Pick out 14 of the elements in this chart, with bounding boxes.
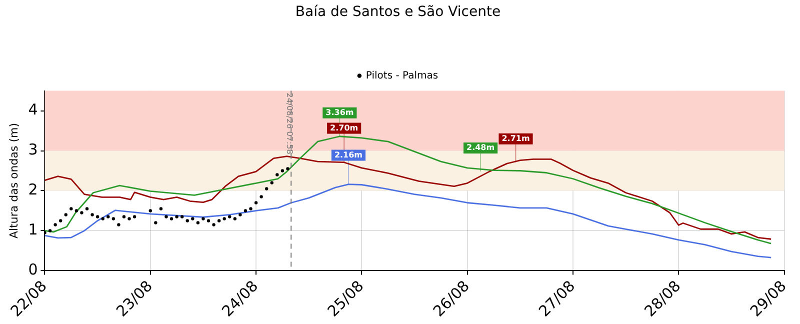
chart-title: Baía de Santos e São Vicente	[295, 4, 501, 20]
y-tick-label: 3	[28, 140, 38, 159]
annotation: 3.36m	[326, 108, 354, 117]
annotation: 2.48m	[466, 143, 495, 152]
y-tick-label: 1	[28, 220, 38, 239]
ref-line-label: 24/08/26 07:58	[285, 92, 294, 154]
y-tick-label: 4	[28, 100, 38, 119]
y-tick-label: 0	[28, 260, 38, 279]
annotation: 2.70m	[330, 123, 358, 132]
annotation: 2.16m	[334, 150, 363, 160]
annotation: 2.71m	[502, 134, 530, 143]
legend-label: Pilots - Palmas	[366, 70, 438, 82]
y-tick-label: 2	[28, 180, 38, 199]
y-axis-title: Altura das ondas (m)	[7, 122, 20, 239]
